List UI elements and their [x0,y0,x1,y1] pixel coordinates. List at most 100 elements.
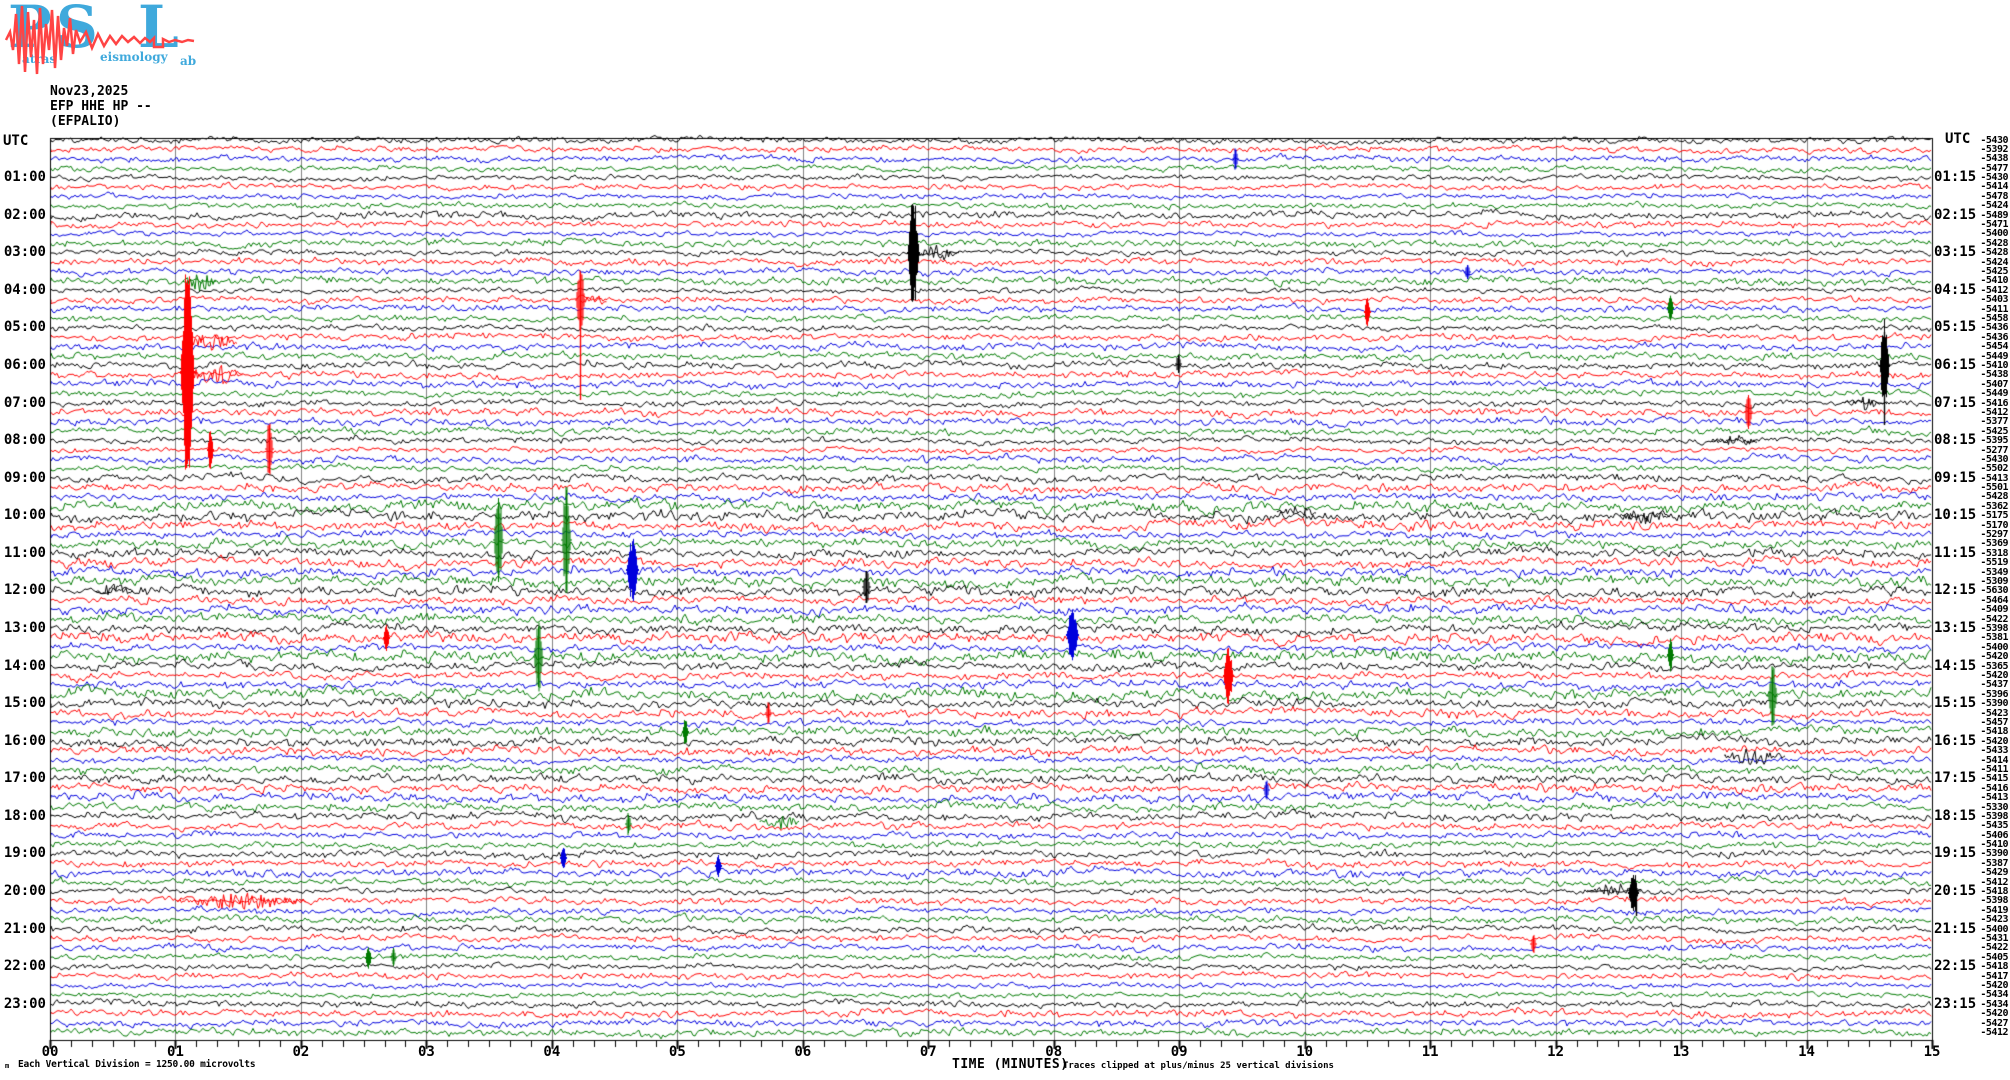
x-axis-title: TIME (MINUTES) [952,1057,1069,1072]
trace-offset-value: -5435 [1980,820,2008,832]
footer-mark: m [5,1062,10,1070]
left-hour-label: 15:00 [3,695,46,712]
trace-offset-value: -5409 [1980,604,2008,616]
right-hour-label: 19:15 [1934,845,1977,862]
plot-channel: EFP HHE HP -- [50,99,152,114]
trace-offset-value: -5418 [1980,961,2008,973]
right-hour-label: 03:15 [1934,244,1977,261]
trace-offset-value: -5454 [1980,341,2008,353]
division-note: Each Vertical Division = 1250.00 microvo… [18,1059,256,1070]
trace-offset-value: -5449 [1980,388,2008,400]
minute-label: 06 [794,1044,812,1060]
trace-offset-value: -5400 [1980,228,2008,240]
trace-offset-value: -5410 [1980,275,2008,287]
psl-lab-logo: P S L atras eismology ab [4,0,200,78]
trace-offset-value: -5420 [1980,980,2008,992]
trace-offset-value: -5420 [1980,1008,2008,1020]
trace-offset-value: -5502 [1980,463,2008,475]
left-hour-label: 17:00 [3,770,46,787]
trace-offset-value: -5423 [1980,707,2008,719]
minute-label: 05 [668,1044,686,1060]
minute-label: 13 [1672,1044,1690,1060]
left-utc-title: UTC [3,133,29,149]
right-hour-label: 18:15 [1934,807,1977,824]
left-hour-label: 08:00 [3,432,46,449]
trace-offset-value: -5489 [1980,209,2008,221]
trace-offset-value: -5390 [1980,848,2008,860]
trace-offset-value: -5395 [1980,435,2008,447]
trace-offset-value: -5437 [1980,679,2008,691]
left-hour-label: 06:00 [3,356,46,373]
trace-offset-value: -5471 [1980,219,2008,231]
trace-offset-value: -5277 [1980,444,2008,456]
trace-offset-value: -5398 [1980,623,2008,635]
plot-date: Nov23,2025 [50,84,129,99]
trace-offset-value: -5396 [1980,688,2008,700]
trace-offset-value: -5412 [1980,406,2008,418]
minute-label: 10 [1296,1044,1314,1060]
trace-offset-value: -5424 [1980,200,2008,212]
left-hour-label: 20:00 [3,883,46,900]
trace-offset-value: -5429 [1980,867,2008,879]
trace-offset-value: -5398 [1980,810,2008,822]
trace-offset-value: -5381 [1980,632,2008,644]
trace-offset-value: -5175 [1980,510,2008,522]
trace-offset-value: -5425 [1980,425,2008,437]
left-hour-label: 01:00 [3,169,46,186]
left-hour-label: 14:00 [3,657,46,674]
left-hour-label: 21:00 [3,920,46,937]
right-hour-label: 20:15 [1934,883,1977,900]
minute-label: 01 [167,1044,184,1060]
trace-offset-value: -5365 [1980,660,2008,672]
trace-offset-value: -5428 [1980,247,2008,259]
trace-offset-value: -5422 [1980,942,2008,954]
trace-offset-value: -5414 [1980,181,2008,193]
right-hour-label: 23:15 [1934,995,1977,1012]
minute-label: 15 [1923,1044,1941,1060]
trace-offset-value: -5438 [1980,369,2008,381]
trace-offset-value: -5411 [1980,763,2008,775]
right-hour-label: 05:15 [1934,319,1977,336]
trace-offset-value: -5170 [1980,519,2008,531]
trace-offset-value: -5427 [1980,1017,2008,1029]
left-hour-label: 19:00 [3,845,46,862]
right-hour-label: 15:15 [1934,695,1977,712]
trace-offset-value: -5420 [1980,735,2008,747]
trace-offset-value: -5414 [1980,754,2008,766]
trace-offset-value: -5431 [1980,933,2008,945]
trace-offset-value: -5425 [1980,266,2008,278]
left-hour-label: 22:00 [3,958,46,975]
left-hour-label: 02:00 [3,206,46,223]
trace-offset-value: -5434 [1980,989,2008,1001]
left-hour-label: 10:00 [3,507,46,524]
right-hour-label: 11:15 [1934,544,1977,561]
trace-offset-value: -5369 [1980,538,2008,550]
minute-label: 02 [292,1044,310,1060]
trace-offset-value: -5430 [1980,134,2008,146]
right-hour-label: 04:15 [1934,281,1977,298]
minute-label: 04 [543,1044,561,1060]
left-hour-label: 04:00 [3,281,46,298]
plot-station: (EFPALIO) [50,114,121,129]
trace-offset-value: -5406 [1980,829,2008,841]
trace-offset-value: -5412 [1980,284,2008,296]
trace-offset-value: -5387 [1980,857,2008,869]
trace-offset-value: -5436 [1980,331,2008,343]
trace-offset-value: -5297 [1980,529,2008,541]
trace-offset-value: -5400 [1980,641,2008,653]
right-hour-label: 10:15 [1934,507,1977,524]
trace-offset-value: -5457 [1980,716,2008,728]
trace-offset-value: -5464 [1980,594,2008,606]
trace-offset-value: -5416 [1980,397,2008,409]
trace-offset-value: -5428 [1980,237,2008,249]
minute-label: 08 [1045,1044,1063,1060]
trace-offset-value: -5398 [1980,895,2008,907]
minute-label: 14 [1798,1044,1815,1060]
trace-offset-value: -5362 [1980,500,2008,512]
trace-offset-value: -5412 [1980,876,2008,888]
trace-offset-value: -5410 [1980,839,2008,851]
trace-offset-value: -5330 [1980,801,2008,813]
left-hour-label: 05:00 [3,319,46,336]
